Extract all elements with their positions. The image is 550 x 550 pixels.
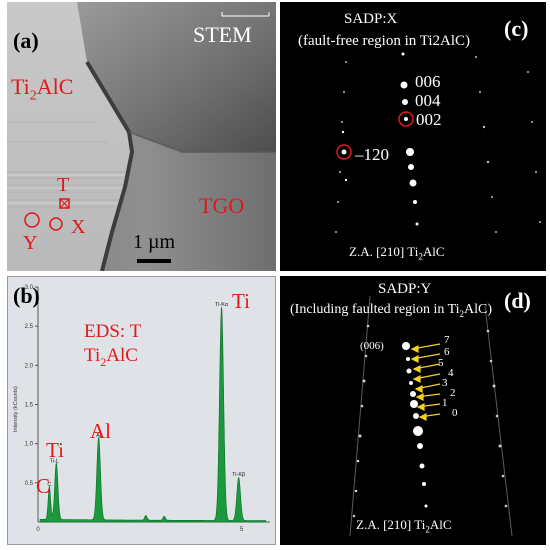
sadp-x-subtitle: (fault-free region in Ti2AlC) xyxy=(298,33,471,49)
phase-label-ti2alc: Ti2AlC xyxy=(11,74,74,104)
stem-label: STEM xyxy=(193,22,252,47)
panel-c-sadp-x: (c) SADP:X (fault-free region in Ti2AlC)… xyxy=(280,2,546,271)
fault-number-3: 3 xyxy=(442,377,448,389)
peak-element-ti-l: Ti xyxy=(46,438,64,462)
point-y-label: Y xyxy=(23,232,38,254)
panel-d-sadp-y: (d) SADP:Y (Including faulted region in … xyxy=(280,276,546,545)
scale-bar xyxy=(137,259,171,263)
y-tick-label: 0.5 xyxy=(25,481,34,487)
panel-a-letter: (a) xyxy=(13,28,39,53)
sadp-y-subtitle: (Including faulted region in Ti2AlC) xyxy=(290,302,493,319)
peak-label: Al xyxy=(96,433,101,439)
diffraction-pattern-x xyxy=(335,52,541,233)
y-tick-label: 1.0 xyxy=(25,442,34,448)
eds-phase: Ti2AlC xyxy=(84,345,138,369)
point-y-marker xyxy=(24,212,40,228)
peak-label: Ti-L xyxy=(50,459,59,465)
fault-number-2: 2 xyxy=(450,387,456,399)
panel-b-letter: (b) xyxy=(13,283,40,308)
phase-label-tgo: TGO xyxy=(199,193,245,218)
peak-element-ti-k: Ti xyxy=(232,289,250,313)
panel-d-letter: (d) xyxy=(504,288,531,313)
y-tick-label: 1.5 xyxy=(25,403,34,409)
fault-number-5: 5 xyxy=(438,357,444,369)
y-tick-label: 2.5 xyxy=(25,324,34,330)
peak-element-al: Al xyxy=(90,419,111,443)
zone-axis-label-d: Z.A. [210] Ti2AlC xyxy=(356,517,452,535)
point-t-label: T xyxy=(57,174,70,196)
eds-title: EDS: T xyxy=(84,321,142,342)
panel-c-letter: (c) xyxy=(504,16,529,41)
peak-label: Ti-Kβ xyxy=(232,472,245,478)
peak-element-c: C xyxy=(36,474,51,498)
spot-label-minus120: –120 xyxy=(355,145,389,164)
fault-number-0: 0 xyxy=(452,407,458,419)
peak-label: Ti-Kα xyxy=(215,302,229,308)
peak-label: C xyxy=(47,482,51,488)
y-tick-label: 2.0 xyxy=(25,363,34,369)
point-t-marker xyxy=(59,198,70,209)
panel-a-stem-image: (a) STEM Ti2AlC TGO T X Y 1 µm xyxy=(7,2,276,271)
y-tick-label: 3.0 xyxy=(25,285,34,291)
zone-axis-label-c: Z.A. [210] Ti2AlC xyxy=(349,244,445,262)
ref-spot-label: (006) xyxy=(360,340,384,352)
x-tick-label: 0 xyxy=(36,527,40,533)
sadp-x-title: SADP:X xyxy=(344,11,398,27)
fault-number-1: 1 xyxy=(442,397,448,409)
stem-micrograph xyxy=(7,2,276,271)
scale-bar-label: 1 µm xyxy=(133,231,176,253)
diffraction-pattern-y xyxy=(349,295,513,537)
spot-label-006: 006 xyxy=(415,72,441,91)
spot-label-002: 002 xyxy=(416,110,442,129)
spot-label-004: 004 xyxy=(415,91,441,110)
point-x-label: X xyxy=(71,216,86,238)
sadp-y-title: SADP:Y xyxy=(378,281,432,297)
x-tick-label: 5 xyxy=(240,527,244,533)
point-x-marker xyxy=(49,217,63,231)
y-axis-title: Intensity (kCounts) xyxy=(13,386,19,432)
fault-number-6: 6 xyxy=(444,346,450,358)
fault-number-7: 7 xyxy=(444,334,450,346)
spectrum-trace xyxy=(39,307,267,523)
fault-number-4: 4 xyxy=(448,367,454,379)
